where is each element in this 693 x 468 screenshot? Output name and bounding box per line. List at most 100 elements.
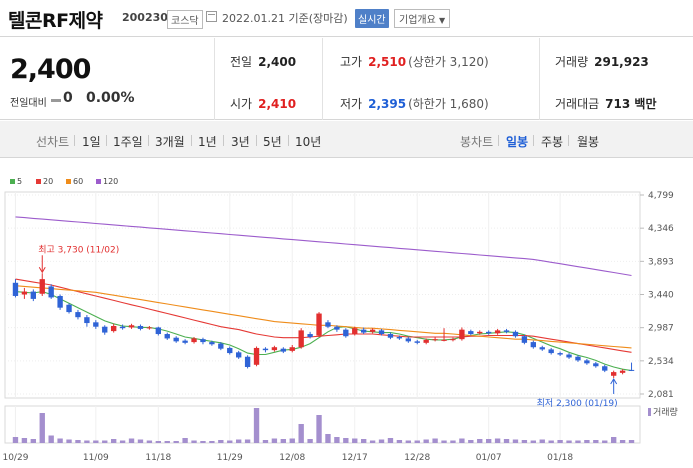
current-price: 2,400 <box>10 54 91 85</box>
ma-line-120 <box>15 216 632 277</box>
volume-bar <box>75 440 81 443</box>
candle-body <box>48 286 54 298</box>
volume-bar <box>119 440 126 443</box>
change-percent: 0.00% <box>86 90 135 106</box>
open-price: 시가 2,410 <box>230 95 296 112</box>
tab-period-1d[interactable]: 1일 <box>82 135 101 149</box>
candle-body <box>316 313 322 336</box>
legend-label-60: 60 <box>73 177 83 186</box>
divider <box>539 38 540 120</box>
tab-candle-daily[interactable]: 일봉 <box>506 135 529 149</box>
candle-body <box>512 331 519 337</box>
x-tick-label: 10/29 <box>2 453 28 463</box>
volume-axis-label: 거래량 <box>653 406 678 418</box>
legend-label-20: 20 <box>43 177 53 186</box>
volume-bar <box>611 437 617 443</box>
candle-body <box>593 363 599 367</box>
candle-body <box>182 340 188 343</box>
legend-swatch-20 <box>36 179 41 184</box>
price-chart[interactable]: 5 20 60 120 4,799 4,346 3,893 3,440 2,987 2,534 2… <box>0 170 693 468</box>
candle-body <box>102 326 108 333</box>
volume-bar <box>307 439 313 443</box>
candle-body <box>137 325 144 329</box>
candle-body <box>253 347 260 365</box>
tab-candle-monthly[interactable]: 월봉 <box>577 135 600 149</box>
volume: 거래량 291,923 <box>555 53 649 70</box>
volume-bar <box>218 440 224 443</box>
chart-tabs: 선차트 1일 1주일 3개월 1년 3년 5년 10년 봉차트 일봉 주봉 월봉 <box>0 121 693 158</box>
upper-limit: (상한가 3,120) <box>408 55 489 69</box>
volume-bars: 거래량 <box>12 406 678 443</box>
volume-label: 거래량 <box>555 55 589 69</box>
candle-body <box>21 291 28 295</box>
legend-swatch-60 <box>66 179 71 184</box>
volume-bar <box>486 439 492 443</box>
candle-body <box>414 341 420 343</box>
tab-line-chart[interactable]: 선차트 <box>36 135 70 149</box>
volume-bar <box>405 440 411 443</box>
company-info-dropdown[interactable]: 기업개요 ▼ <box>394 9 451 28</box>
high-value: 2,510 <box>368 55 407 69</box>
legend-swatch-120 <box>96 179 101 184</box>
candle-body <box>128 325 135 328</box>
date-axis: 10/29 11/09 11/18 11/29 12/08 12/17 12/28 01/07… <box>2 453 573 463</box>
realtime-button[interactable]: 실시간 <box>355 9 389 28</box>
candle-body <box>146 327 153 329</box>
volume-bar <box>441 440 447 443</box>
volume-bar <box>512 439 519 443</box>
volume-bar <box>432 438 438 443</box>
y-tick-label: 3,440 <box>648 291 674 301</box>
volume-bar <box>236 439 242 443</box>
candle-body <box>12 282 19 296</box>
volume-bar <box>48 435 54 443</box>
tab-period-1w[interactable]: 1주일 <box>113 135 143 149</box>
tab-candle-weekly[interactable]: 주봉 <box>541 135 564 149</box>
candle-body <box>619 370 626 373</box>
candle-body <box>280 348 286 352</box>
volume-bar <box>12 437 19 443</box>
candle-body <box>423 339 429 343</box>
price-axis: 4,799 4,346 3,893 3,440 2,987 2,534 2,081 <box>648 191 674 400</box>
x-tick-label: 12/28 <box>404 453 430 463</box>
candle-body <box>503 330 510 332</box>
price-summary: 2,400 전일대비 0 0.00% 전일 2,400 고가 2,510 (상한가 3… <box>0 38 693 120</box>
candle-body <box>378 330 385 335</box>
divider <box>223 135 224 146</box>
change-value: 0 <box>63 90 73 106</box>
legend-swatch-5 <box>10 179 15 184</box>
divider <box>106 135 107 146</box>
candle-body <box>66 304 72 313</box>
candle-body <box>557 353 563 355</box>
low-value: 2,395 <box>368 97 407 111</box>
chart-legend: 5 20 60 120 <box>10 177 118 186</box>
tab-period-10y[interactable]: 10년 <box>295 135 322 149</box>
volume-bar <box>423 439 429 443</box>
volume-bar <box>262 440 269 443</box>
candle-body <box>30 291 36 299</box>
volume-bar <box>182 438 188 443</box>
candle-body <box>236 352 242 358</box>
divider <box>322 38 323 120</box>
tab-candle-chart[interactable]: 봉차트 <box>460 135 494 149</box>
volume-bar <box>459 438 465 443</box>
divider <box>74 135 75 146</box>
open-label: 시가 <box>230 97 253 111</box>
tab-period-3m[interactable]: 3개월 <box>155 135 185 149</box>
volume-bar <box>325 434 331 443</box>
candle-body <box>387 334 394 338</box>
candles <box>12 273 635 378</box>
candle-body <box>119 326 126 329</box>
volume-bar <box>316 415 322 443</box>
moving-average-lines <box>15 216 632 372</box>
tab-period-5y[interactable]: 5년 <box>263 135 282 149</box>
tab-period-3y[interactable]: 3년 <box>231 135 250 149</box>
volume-bar <box>137 439 144 443</box>
volume-bar <box>352 438 358 443</box>
candle-body <box>75 312 81 318</box>
prev-label: 전일 <box>230 55 253 69</box>
base-date: 2022.01.21 기준(장마감) <box>222 12 348 25</box>
volume-bar <box>200 441 206 443</box>
tab-period-1y[interactable]: 1년 <box>198 135 217 149</box>
legend-label-120: 120 <box>103 177 118 186</box>
volume-bar <box>191 440 197 443</box>
